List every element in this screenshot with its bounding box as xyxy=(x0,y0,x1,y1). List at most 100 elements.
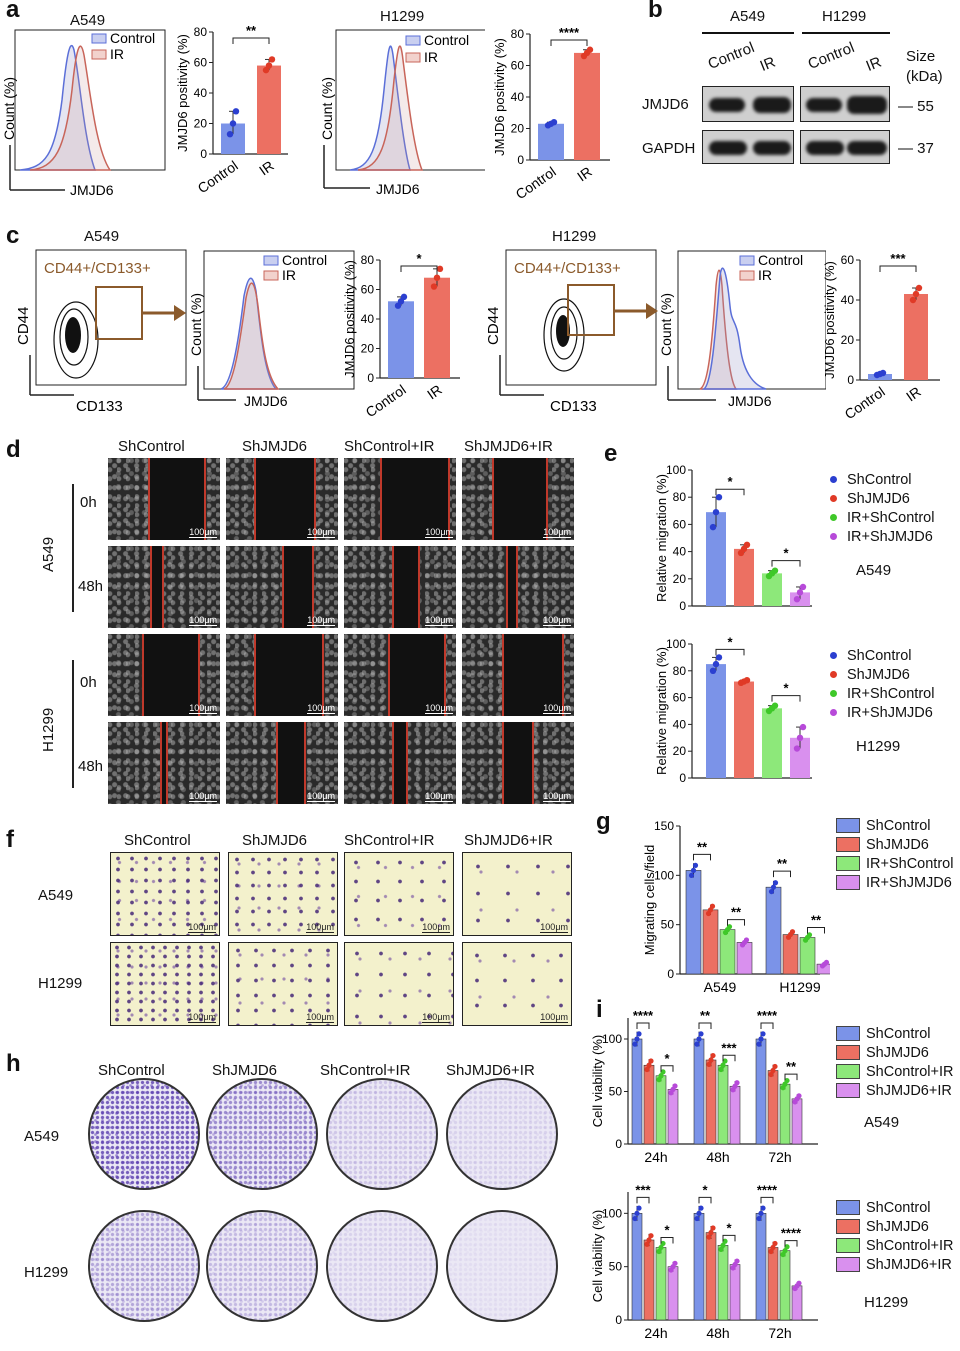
data-point xyxy=(796,734,804,741)
data-point xyxy=(799,583,807,591)
hist-xlabel: JMJD6 xyxy=(728,393,772,409)
dot-xlabel: CD133 xyxy=(550,398,597,415)
b-lane-control-2: Control xyxy=(805,39,857,73)
legend-swatch-control xyxy=(405,35,421,46)
bar-shcontrol xyxy=(755,1038,767,1145)
y-tick-label: 100 xyxy=(666,637,686,651)
sig-label: *** xyxy=(721,1040,737,1055)
legend-swatch xyxy=(836,1045,860,1060)
h-row-h1299: H1299 xyxy=(24,1264,69,1281)
data-point xyxy=(658,1073,664,1079)
legend-item: ShJMJD6 xyxy=(830,665,934,684)
y-tick-label: 0 xyxy=(367,371,374,385)
stained-cells xyxy=(463,943,571,1025)
data-point xyxy=(550,119,558,126)
bar-series-2 xyxy=(762,573,782,606)
dotplot-frame xyxy=(505,249,657,386)
scratch-micrograph: 100μm xyxy=(226,634,338,716)
sig-label: * xyxy=(727,474,733,489)
bar-shjmjd6 xyxy=(643,1064,655,1145)
cell-texture xyxy=(462,546,574,628)
data-point xyxy=(265,62,273,69)
scale-bar: 100μm xyxy=(189,703,217,714)
legend-item: IR+ShControl xyxy=(830,684,934,703)
legend-item: IR+ShControl xyxy=(836,854,953,873)
wound-edge xyxy=(506,546,508,628)
data-point xyxy=(226,130,234,138)
y-tick-label: 0 xyxy=(679,771,686,785)
d-time-0h-h1299: 0h xyxy=(80,674,97,691)
colony-dish xyxy=(88,1078,200,1190)
a-title-h1299: H1299 xyxy=(380,8,425,25)
legend-ir: IR xyxy=(424,49,438,65)
data-point xyxy=(660,1240,666,1247)
legend-swatch xyxy=(830,476,837,483)
bar-shjmjd6 xyxy=(782,934,799,975)
data-point xyxy=(772,880,779,886)
legend-swatch xyxy=(836,1238,860,1253)
blot-jmjd6-h1299 xyxy=(800,86,890,122)
data-point xyxy=(400,293,408,301)
y-tick-label: 0 xyxy=(200,147,207,161)
data-point xyxy=(232,108,240,115)
data-point xyxy=(644,1241,650,1247)
legend-swatch xyxy=(830,671,837,678)
x-tick-label: Control xyxy=(842,383,888,422)
gate-box xyxy=(567,284,615,336)
data-point xyxy=(636,1205,642,1211)
transwell-image: 100μm xyxy=(110,942,220,1026)
b-protein-gapdh: GAPDH xyxy=(642,140,696,157)
e-annotation-h1299: H1299 xyxy=(856,738,901,755)
legend-item: ShJMJD6 xyxy=(830,489,934,508)
x-tick-label: A549 xyxy=(704,979,737,995)
wound-gap xyxy=(150,546,162,628)
wound-edge xyxy=(282,546,284,628)
bar-shcontrol xyxy=(631,1038,643,1145)
bar-shjmjd6+ir xyxy=(667,1266,679,1321)
data-point xyxy=(770,1067,776,1074)
data-point xyxy=(796,589,804,596)
data-point xyxy=(715,654,723,661)
data-point xyxy=(758,1210,764,1216)
wound-edge xyxy=(418,546,420,628)
data-point xyxy=(793,745,801,752)
d-col-shjmjd6: ShJMJD6 xyxy=(242,438,308,455)
bar-control xyxy=(538,123,564,160)
panel-label-h: h xyxy=(6,1050,21,1077)
b-lane-ir-2: IR xyxy=(863,53,884,75)
data-point xyxy=(708,1057,714,1063)
legend-control: Control xyxy=(110,30,155,46)
gate-box xyxy=(95,286,143,340)
colony-dish xyxy=(326,1078,438,1190)
wound-edge xyxy=(502,634,504,716)
sig-bracket xyxy=(636,1022,650,1029)
data-point xyxy=(722,1058,728,1064)
bar-shcontrol+ir xyxy=(779,1083,791,1145)
wound-edge xyxy=(198,634,200,716)
data-point xyxy=(720,1242,726,1248)
g-legend: ShControl ShJMJD6 IR+ShControl IR+ShJMJD6 xyxy=(836,816,953,892)
sig-label: **** xyxy=(633,1008,654,1023)
wound-edge xyxy=(204,458,206,540)
legend-item: IR+ShJMJD6 xyxy=(830,527,934,546)
gate-arrowhead xyxy=(646,303,658,319)
scale-bar: 100μm xyxy=(188,922,216,933)
scale-bar: 100μm xyxy=(189,527,217,538)
d-bracket-h1299 xyxy=(72,660,74,788)
y-tick-label: 60 xyxy=(194,56,208,70)
scratch-micrograph: 100μm xyxy=(462,458,574,540)
scale-bar: 100μm xyxy=(425,791,453,802)
scale-bar: 100μm xyxy=(188,1012,216,1023)
data-point xyxy=(712,660,720,668)
scale-bar: 100μm xyxy=(425,703,453,714)
y-axis-label: JMJD6 positivity (%) xyxy=(822,261,837,379)
y-tick-label: 20 xyxy=(673,744,687,758)
panel-label-d: d xyxy=(6,436,21,463)
bar-shjmjd6 xyxy=(643,1239,655,1321)
data-point xyxy=(268,56,276,63)
h-col-shcontrol: ShControl xyxy=(98,1062,165,1079)
f-row-h1299: H1299 xyxy=(38,975,83,992)
data-point xyxy=(672,1083,678,1089)
contour xyxy=(550,306,578,360)
